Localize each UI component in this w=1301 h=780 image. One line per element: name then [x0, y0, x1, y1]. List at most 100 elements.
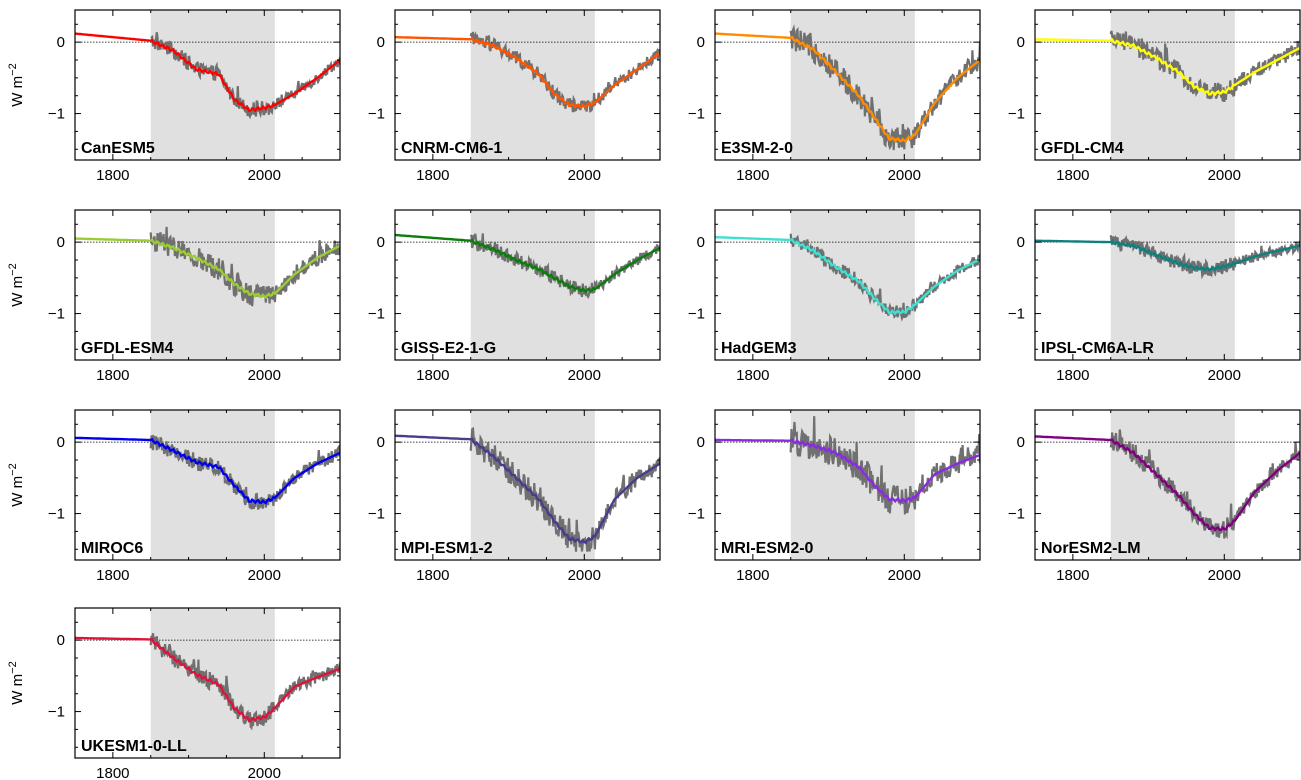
model-name-label: NorESM2-LM — [1041, 540, 1141, 557]
y-axis-label: W m−2 — [7, 463, 26, 506]
y-tick-label: −1 — [688, 306, 705, 323]
raw-series-line — [149, 226, 340, 307]
axes-frame — [394, 209, 661, 361]
model-series-line — [75, 636, 340, 723]
axes-frame — [394, 9, 661, 161]
model-name-label: IPSL-CM6A-LR — [1041, 340, 1154, 357]
x-tick-label: 1800 — [416, 167, 449, 184]
historical-shading — [1110, 210, 1235, 360]
panel-mpi-esm1-2: 1800 2000 0 −1 MPI-ESM1-2 — [368, 409, 661, 584]
model-name-label: MPI-ESM1-2 — [401, 540, 493, 557]
y-tick-label: −1 — [48, 306, 65, 323]
x-tick-label: 2000 — [1208, 567, 1241, 584]
x-tick-label: 2000 — [1208, 167, 1241, 184]
y-tick-label: −1 — [688, 106, 705, 123]
panel-ukesm1-0-ll: 1800 2000 0 −1 UKESM1-0-LL W m−2 — [7, 607, 341, 780]
model-name-label: GFDL-ESM4 — [81, 340, 174, 357]
x-tick-label: 1800 — [736, 167, 769, 184]
x-tick-label: 1800 — [736, 567, 769, 584]
axes-frame — [714, 209, 981, 361]
y-tick-label: 0 — [57, 434, 65, 451]
x-tick-label: 1800 — [96, 167, 129, 184]
model-series-line — [75, 32, 340, 113]
x-tick-label: 1800 — [416, 567, 449, 584]
model-series-line — [715, 235, 980, 316]
y-tick-label: −1 — [1008, 106, 1025, 123]
x-tick-label: 1800 — [1056, 567, 1089, 584]
y-tick-label: −1 — [368, 106, 385, 123]
raw-series-line — [469, 233, 660, 299]
panel-e3sm-2-0: 1800 2000 0 −1 E3SM-2-0 — [688, 9, 981, 184]
axes-frame — [1034, 9, 1301, 161]
x-tick-label: 2000 — [248, 567, 281, 584]
y-axis-label: W m−2 — [7, 63, 26, 106]
x-tick-label: 1800 — [96, 367, 129, 384]
y-tick-label: 0 — [1017, 434, 1025, 451]
x-tick-label: 1800 — [96, 567, 129, 584]
axes-frame — [714, 9, 981, 161]
model-series-line — [715, 32, 980, 143]
axes-frame — [74, 209, 341, 361]
raw-series-line — [789, 416, 980, 515]
panel-hadgem3: 1800 2000 0 −1 HadGEM3 — [688, 209, 981, 384]
panel-giss-e2-1-g: 1800 2000 0 −1 GISS-E2-1-G — [368, 209, 661, 384]
historical-shading — [150, 210, 275, 360]
model-name-label: CanESM5 — [81, 140, 155, 157]
model-series-line — [395, 233, 660, 294]
model-name-label: UKESM1-0-LL — [81, 738, 187, 755]
x-tick-label: 2000 — [248, 765, 281, 780]
y-tick-label: 0 — [57, 34, 65, 51]
axes-frame — [1034, 209, 1301, 361]
y-tick-label: 0 — [57, 632, 65, 649]
y-tick-label: −1 — [1008, 306, 1025, 323]
model-series-line — [1035, 239, 1300, 273]
y-axis-label: W m−2 — [7, 661, 26, 704]
model-series-line — [715, 437, 980, 504]
axes-frame — [74, 409, 341, 561]
y-tick-label: 0 — [57, 234, 65, 251]
model-series-line — [75, 237, 340, 300]
x-tick-label: 1800 — [96, 765, 129, 780]
x-tick-label: 2000 — [248, 167, 281, 184]
raw-series-line — [149, 434, 340, 510]
axes-frame — [74, 9, 341, 161]
y-tick-label: −1 — [48, 704, 65, 721]
y-tick-label: 0 — [377, 34, 385, 51]
y-tick-label: 0 — [697, 234, 705, 251]
y-tick-label: −1 — [688, 506, 705, 523]
x-tick-label: 2000 — [888, 367, 921, 384]
y-tick-label: −1 — [48, 106, 65, 123]
panel-cnrm-cm6-1: 1800 2000 0 −1 CNRM-CM6-1 — [368, 9, 661, 184]
raw-series-line — [149, 633, 340, 731]
x-tick-label: 2000 — [1208, 367, 1241, 384]
x-tick-label: 2000 — [888, 567, 921, 584]
historical-shading — [150, 410, 275, 560]
y-tick-label: −1 — [48, 506, 65, 523]
axes-frame — [1034, 409, 1301, 561]
panel-canesm5: 1800 2000 0 −1 CanESM5 W m−2 — [7, 9, 341, 184]
y-axis-label: W m−2 — [7, 263, 26, 306]
model-name-label: CNRM-CM6-1 — [401, 140, 502, 157]
model-series-line — [395, 434, 660, 545]
panel-gfdl-cm4: 1800 2000 0 −1 GFDL-CM4 — [1008, 9, 1301, 184]
y-tick-label: 0 — [377, 434, 385, 451]
y-tick-label: −1 — [1008, 506, 1025, 523]
x-tick-label: 1800 — [416, 367, 449, 384]
axes-frame — [74, 607, 341, 759]
y-tick-label: 0 — [377, 234, 385, 251]
y-tick-label: 0 — [697, 34, 705, 51]
historical-shading — [150, 10, 275, 160]
y-tick-label: 0 — [697, 434, 705, 451]
y-tick-label: −1 — [368, 306, 385, 323]
model-name-label: MRI-ESM2-0 — [721, 540, 814, 557]
panel-gfdl-esm4: 1800 2000 0 −1 GFDL-ESM4 W m−2 — [7, 209, 341, 384]
panel-noresm2-lm: 1800 2000 0 −1 NorESM2-LM — [1008, 409, 1301, 584]
model-name-label: GISS-E2-1-G — [401, 340, 496, 357]
raw-series-line — [789, 233, 980, 322]
x-tick-label: 2000 — [568, 567, 601, 584]
model-series-line — [1035, 37, 1300, 97]
x-tick-label: 1800 — [736, 367, 769, 384]
x-tick-label: 2000 — [888, 167, 921, 184]
model-series-line — [395, 35, 660, 110]
